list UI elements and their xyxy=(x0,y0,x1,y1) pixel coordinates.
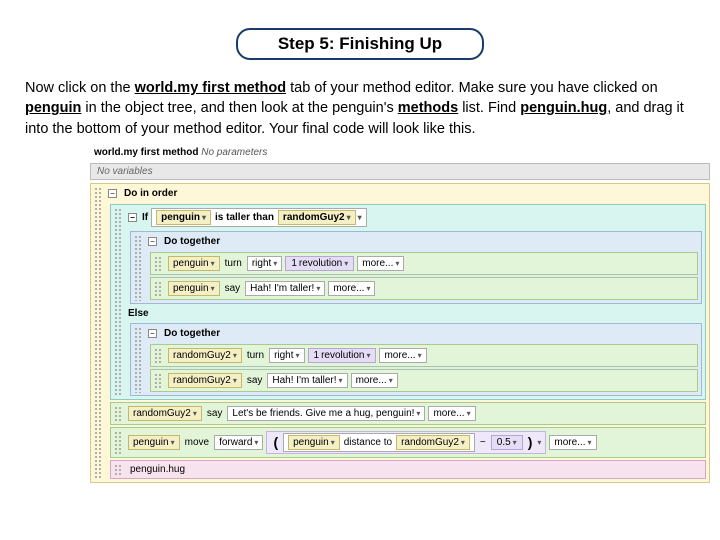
obj-randomguy[interactable]: randomGuy2▾ xyxy=(128,406,202,421)
collapse-icon[interactable]: − xyxy=(108,189,117,198)
collapse-icon[interactable]: − xyxy=(148,237,157,246)
more-dropdown[interactable]: more...▾ xyxy=(379,348,426,363)
instr-text: tab of your method editor. Make sure you… xyxy=(286,80,658,96)
obj-randomguy[interactable]: randomGuy2▾ xyxy=(168,373,242,388)
is-taller-than-label: is taller than xyxy=(213,212,276,223)
obj-penguin[interactable]: penguin▾ xyxy=(288,435,340,450)
do-together-label: Do together xyxy=(162,327,222,340)
turn-tile[interactable]: randomGuy2▾ turn right▾ 1 revolution▾ mo… xyxy=(150,344,698,367)
if-label: If xyxy=(142,212,148,223)
drag-handle-icon[interactable] xyxy=(113,207,123,397)
say-text[interactable]: Hah! I'm taller!▾ xyxy=(267,373,347,388)
move-label: move xyxy=(183,437,211,448)
drag-handle-icon[interactable] xyxy=(93,186,103,480)
say-text[interactable]: Let's be friends. Give me a hug, penguin… xyxy=(227,406,425,421)
collapse-icon[interactable]: − xyxy=(148,329,157,338)
obj-penguin[interactable]: penguin▾ xyxy=(156,210,211,225)
direction-dropdown[interactable]: right▾ xyxy=(247,256,282,271)
do-together-label: Do together xyxy=(162,235,222,248)
more-dropdown[interactable]: more...▾ xyxy=(351,373,398,388)
say-text[interactable]: Hah! I'm taller!▾ xyxy=(245,281,325,296)
do-in-order-block[interactable]: − Do in order − If penguin▾ is taller th… xyxy=(90,183,710,483)
direction-dropdown[interactable]: forward▾ xyxy=(214,435,263,450)
method-editor: world.my first method No parameters No v… xyxy=(90,145,710,483)
instr-text: list. Find xyxy=(458,100,520,116)
more-dropdown[interactable]: more...▾ xyxy=(549,435,596,450)
more-dropdown[interactable]: more...▾ xyxy=(328,281,375,296)
amount-field[interactable]: 1 revolution▾ xyxy=(308,348,377,363)
do-in-order-label: Do in order xyxy=(122,187,179,200)
paren-open: ( xyxy=(271,434,280,450)
say-label: say xyxy=(223,283,243,294)
drag-handle-icon[interactable] xyxy=(133,326,143,393)
instr-text: in the object tree, and then look at the… xyxy=(81,100,397,116)
turn-tile[interactable]: penguin▾ turn right▾ 1 revolution▾ more.… xyxy=(150,252,698,275)
if-header: − If penguin▾ is taller than randomGuy2▾… xyxy=(114,206,702,229)
drag-handle-icon[interactable] xyxy=(113,463,123,476)
if-block[interactable]: − If penguin▾ is taller than randomGuy2▾… xyxy=(110,204,706,400)
do-together-block[interactable]: − Do together randomGuy2▾ turn right▾ 1 xyxy=(130,323,702,396)
math-expr[interactable]: ( penguin▾ distance to randomGuy2▾ − 0.5… xyxy=(266,431,546,454)
block-header: − Do in order xyxy=(94,185,706,202)
direction-dropdown[interactable]: right▾ xyxy=(269,348,304,363)
say-label: say xyxy=(245,375,265,386)
keyword-method: world.my first method xyxy=(135,80,286,96)
drag-handle-icon[interactable] xyxy=(113,430,123,455)
hug-label: penguin.hug xyxy=(128,464,187,475)
drag-handle-icon[interactable] xyxy=(113,405,123,422)
drag-handle-icon[interactable] xyxy=(133,234,143,301)
step-header: Step 5: Finishing Up xyxy=(236,28,484,60)
obj-randomguy[interactable]: randomGuy2▾ xyxy=(278,210,356,225)
paren-close: ) xyxy=(526,434,535,450)
block-header: − Do together xyxy=(134,325,698,342)
minus-op: − xyxy=(478,437,488,448)
drag-handle-icon[interactable] xyxy=(153,372,163,389)
obj-penguin[interactable]: penguin▾ xyxy=(168,256,220,271)
do-together-block[interactable]: − Do together penguin▾ turn right▾ 1 re xyxy=(130,231,702,304)
hug-tile[interactable]: penguin.hug xyxy=(110,460,706,479)
more-dropdown[interactable]: more...▾ xyxy=(357,256,404,271)
instr-text: Now click on the xyxy=(25,80,135,96)
obj-penguin[interactable]: penguin▾ xyxy=(128,435,180,450)
else-label: Else xyxy=(114,306,702,321)
dropdown-icon[interactable]: ▾ xyxy=(358,213,362,222)
drag-handle-icon[interactable] xyxy=(153,255,163,272)
say-tile[interactable]: randomGuy2▾ say Hah! I'm taller!▾ more..… xyxy=(150,369,698,392)
method-title: world.my first method No parameters xyxy=(90,145,710,160)
drag-handle-icon[interactable] xyxy=(153,347,163,364)
no-variables: No variables xyxy=(90,163,710,180)
move-tile[interactable]: penguin▾ move forward▾ ( penguin▾ distan… xyxy=(110,427,706,458)
dropdown-icon[interactable]: ▾ xyxy=(537,438,541,447)
distance-to-label: distance to xyxy=(342,437,394,448)
say-tile[interactable]: randomGuy2▾ say Let's be friends. Give m… xyxy=(110,402,706,425)
say-tile[interactable]: penguin▾ say Hah! I'm taller!▾ more...▾ xyxy=(150,277,698,300)
distance-expr[interactable]: penguin▾ distance to randomGuy2▾ xyxy=(283,433,475,452)
turn-label: turn xyxy=(223,258,244,269)
keyword-methods: methods xyxy=(398,100,458,116)
method-name: world.my first method xyxy=(94,147,198,158)
number-field[interactable]: 0.5▾ xyxy=(491,435,523,450)
say-label: say xyxy=(205,408,225,419)
obj-penguin[interactable]: penguin▾ xyxy=(168,281,220,296)
no-params: No parameters xyxy=(201,147,267,158)
amount-field[interactable]: 1 revolution▾ xyxy=(285,256,354,271)
keyword-hug: penguin.hug xyxy=(520,100,607,116)
collapse-icon[interactable]: − xyxy=(128,213,137,222)
drag-handle-icon[interactable] xyxy=(153,280,163,297)
condition-expr[interactable]: penguin▾ is taller than randomGuy2▾ ▾ xyxy=(151,208,367,227)
more-dropdown[interactable]: more...▾ xyxy=(428,406,475,421)
turn-label: turn xyxy=(245,350,266,361)
keyword-penguin: penguin xyxy=(25,100,81,116)
obj-randomguy[interactable]: randomGuy2▾ xyxy=(168,348,242,363)
obj-randomguy[interactable]: randomGuy2▾ xyxy=(396,435,470,450)
block-header: − Do together xyxy=(134,233,698,250)
instructions-text: Now click on the world.my first method t… xyxy=(0,60,720,145)
